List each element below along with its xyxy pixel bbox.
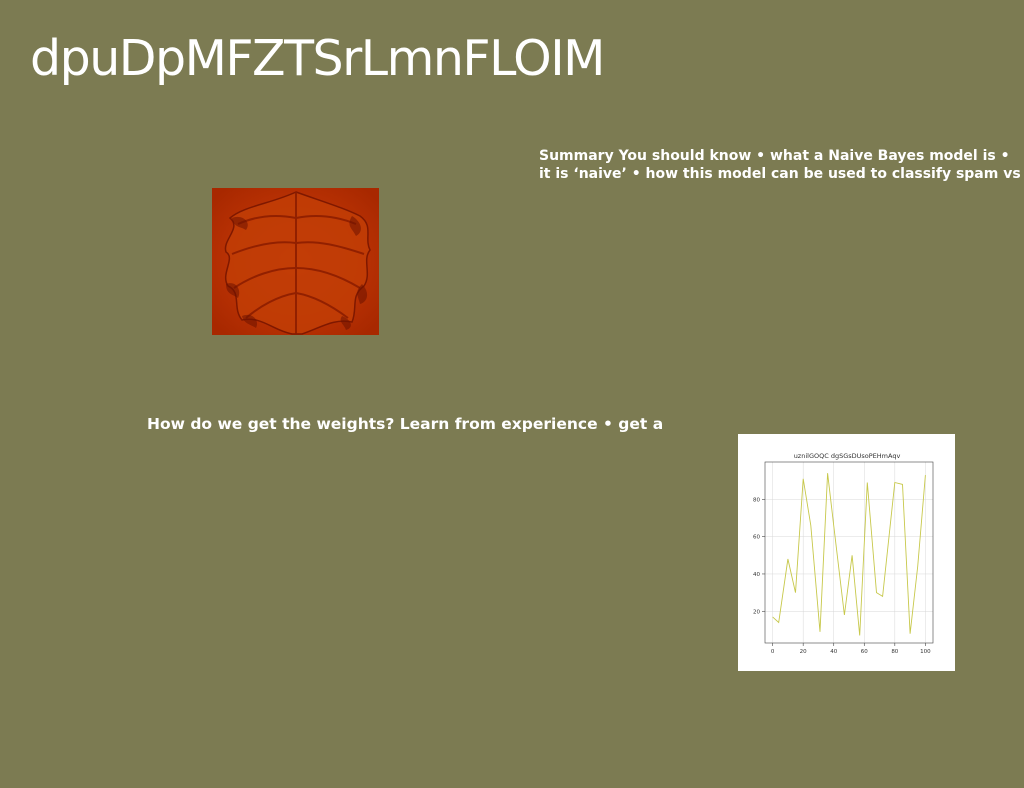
line-chart-svg: uznilGOQC dgSGsDUsoPEHmAqv 0 20 40 60 80 100 2… [753,452,934,655]
x-tick-label: 20 [800,649,807,655]
y-tick-label: 60 [753,535,760,541]
line-chart: uznilGOQC dgSGsDUsoPEHmAqv 0 20 40 60 80 100 2… [738,434,955,671]
x-tick-label: 100 [920,649,931,655]
y-tick-label: 80 [753,497,760,503]
summary-line-2: it is ‘naive’ • how this model can be us… [539,166,1021,182]
summary-text: Summary You should know • what a Naive B… [539,147,1024,183]
plot-area [764,461,934,644]
x-tick-label: 40 [830,649,837,655]
x-tick-label: 0 [771,649,775,655]
slide-title: dpuDpMFZTSrLmnFLOIM [30,30,605,87]
chart-title: uznilGOQC dgSGsDUsoPEHmAqv [794,452,901,460]
x-tick-label: 60 [861,649,868,655]
chart-ticks: 0 20 40 60 80 100 20 40 60 80 [753,497,931,655]
x-tick-label: 80 [891,649,898,655]
leaf-image [212,188,379,335]
summary-line-1: Summary You should know • what a Naive B… [539,148,1010,164]
weights-text: How do we get the weights? Learn from ex… [147,415,664,433]
series-line [772,473,926,636]
y-tick-label: 20 [753,609,760,615]
y-tick-label: 40 [753,572,760,578]
chart-grid [765,462,933,643]
